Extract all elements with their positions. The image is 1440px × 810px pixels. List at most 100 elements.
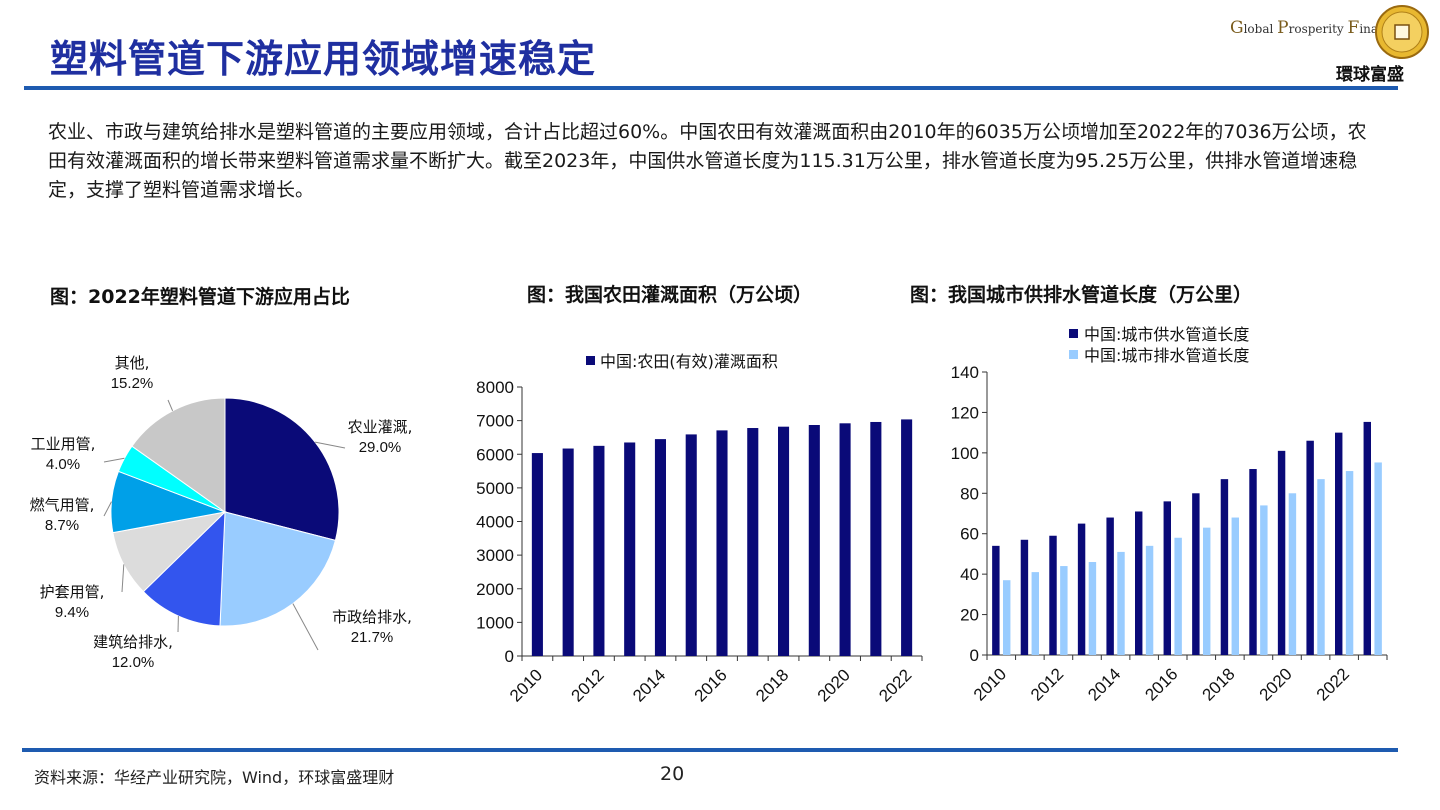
- x-tick-label: 2018: [752, 665, 792, 705]
- x-tick-label: 2014: [629, 665, 669, 705]
- y-tick-label: 120: [951, 403, 979, 422]
- pie-slice: [224, 397, 340, 541]
- legend-label: 中国:农田(有效)灌溉面积: [600, 352, 778, 371]
- bar: [562, 448, 574, 656]
- y-tick-label: 6000: [476, 445, 514, 464]
- farm-chart-caption: 图：我国农田灌溉面积（万公顷）: [527, 284, 813, 306]
- y-tick-label: 3000: [476, 546, 514, 565]
- bar: [1306, 440, 1314, 655]
- x-tick-label: 2022: [875, 665, 915, 705]
- leader-line: [167, 399, 174, 411]
- leader-line: [292, 603, 319, 651]
- slice-label: 建筑给排水,: [93, 633, 173, 651]
- bar: [1106, 517, 1114, 655]
- x-tick-label: 2020: [1256, 664, 1296, 704]
- bar: [992, 545, 1000, 655]
- x-tick-label: 2022: [1313, 664, 1353, 704]
- bar: [870, 421, 882, 656]
- bar: [1317, 479, 1325, 655]
- company-logo: Global Prosperity Financial 環球富盛: [1230, 2, 1440, 86]
- bar: [593, 445, 605, 656]
- bar: [808, 425, 820, 656]
- y-tick-label: 20: [960, 606, 979, 625]
- bar: [901, 419, 913, 656]
- page-number: 20: [660, 763, 685, 785]
- y-tick-label: 0: [505, 647, 514, 666]
- pie-chart: 农业灌溉, 29.0% 市政给排水, 21.7% 建筑给排水, 12.0% 护套用管, 9.4…: [30, 354, 413, 671]
- legend-label: 中国:城市排水管道长度: [1084, 346, 1249, 365]
- logo-letter-p: P: [1277, 18, 1289, 38]
- x-tick-label: 2020: [814, 665, 854, 705]
- bar: [1163, 501, 1171, 655]
- legend-swatch: [1069, 350, 1078, 359]
- x-tick-label: 2012: [568, 665, 608, 705]
- y-tick-label: 40: [960, 565, 979, 584]
- y-tick-label: 140: [951, 363, 979, 382]
- logo-letter-g: G: [1230, 18, 1244, 38]
- title-rule: [24, 86, 1398, 90]
- bar: [1288, 493, 1297, 655]
- bar: [1363, 421, 1371, 655]
- farm-bar-chart: 0 1000 2000 3000 4000 5000 6000 7000 8000 2010 201…: [476, 352, 923, 706]
- slice-percent: 12.0%: [112, 654, 155, 671]
- y-tick-label: 80: [960, 484, 979, 503]
- bar: [624, 442, 636, 656]
- x-tick-label: 2010: [506, 665, 546, 705]
- y-tick-label: 5000: [476, 479, 514, 498]
- legend-swatch: [586, 356, 595, 365]
- bar: [1077, 523, 1086, 655]
- logo-text-cn: 環球富盛: [1336, 65, 1404, 85]
- bar: [1260, 505, 1268, 655]
- bar: [747, 428, 759, 656]
- bar: [1049, 535, 1057, 655]
- x-tick-label: 2016: [691, 665, 731, 705]
- bar: [1117, 551, 1125, 655]
- pipe-bar-chart: 0 20 40 60 80 100 120 140 2010 2012 2014 2016 2018 20…: [951, 325, 1388, 705]
- body-paragraph: 农业、市政与建筑给排水是塑料管道的主要应用领域，合计占比超过60%。中国农田有效…: [48, 121, 1367, 201]
- bar: [1203, 527, 1211, 655]
- logo-letter-f: F: [1347, 18, 1360, 38]
- bar: [1220, 479, 1229, 655]
- bar: [716, 430, 728, 656]
- bar: [1345, 471, 1354, 655]
- bar: [1003, 580, 1011, 655]
- bar: [1135, 511, 1143, 655]
- bar: [1031, 572, 1039, 655]
- bar: [1335, 432, 1343, 655]
- slice-label: 燃气用管,: [30, 496, 95, 514]
- slice-label: 其他,: [115, 354, 150, 372]
- bar: [1174, 537, 1182, 655]
- bar: [685, 434, 697, 656]
- y-tick-label: 7000: [476, 412, 514, 431]
- x-tick-label: 2012: [1027, 664, 1067, 704]
- bar: [839, 423, 851, 656]
- y-tick-label: 4000: [476, 513, 514, 532]
- bar: [1145, 545, 1154, 655]
- y-tick-label: 60: [960, 525, 979, 544]
- leader-line: [103, 501, 112, 517]
- slide-title: 塑料管道下游应用领域增速稳定: [50, 36, 597, 81]
- pie-chart-caption: 图：2022年塑料管道下游应用占比: [50, 286, 350, 308]
- slice-label: 农业灌溉,: [348, 418, 413, 436]
- bar: [654, 439, 666, 656]
- source-note: 资料来源：华经产业研究院，Wind，环球富盛理财: [34, 768, 395, 787]
- slice-percent: 15.2%: [111, 375, 154, 392]
- slice-percent: 9.4%: [55, 604, 89, 621]
- x-tick-label: 2014: [1084, 664, 1124, 704]
- slice-label: 市政给排水,: [332, 608, 412, 626]
- leader-line: [121, 564, 125, 593]
- y-tick-label: 1000: [476, 613, 514, 632]
- bar: [1192, 493, 1200, 655]
- slice-percent: 29.0%: [359, 439, 402, 456]
- leader-line: [315, 441, 346, 449]
- y-tick-label: 2000: [476, 580, 514, 599]
- bar: [531, 453, 543, 656]
- footer-rule: [22, 748, 1398, 752]
- bar: [1020, 539, 1029, 655]
- slice-percent: 21.7%: [351, 629, 394, 646]
- bar: [1088, 562, 1097, 655]
- pipe-chart-caption: 图：我国城市供排水管道长度（万公里）: [910, 284, 1253, 306]
- legend-label: 中国:城市供水管道长度: [1084, 325, 1249, 344]
- bar: [778, 426, 790, 656]
- x-tick-label: 2018: [1199, 664, 1239, 704]
